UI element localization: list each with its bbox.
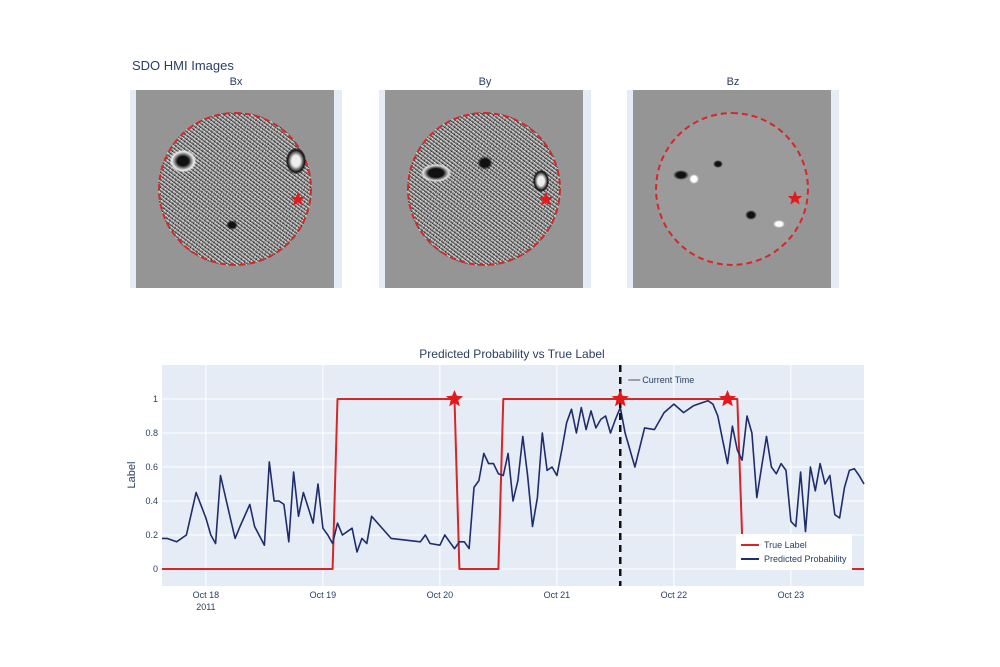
current-time-label: Current Time <box>642 375 694 385</box>
y-tick-label: 0 <box>153 564 158 574</box>
solar-disk <box>407 112 561 266</box>
flare-star-marker <box>290 191 306 206</box>
active-region-spot <box>477 156 493 170</box>
bx-image-panel <box>130 90 342 288</box>
bz-panel-title: Bz <box>726 76 740 88</box>
bx-magnetogram-image <box>136 90 334 288</box>
flare-star-marker <box>538 191 554 206</box>
active-region-spot <box>170 150 196 172</box>
x-tick-year-label: 2011 <box>196 602 215 612</box>
x-tick-label: Oct 18 <box>193 590 220 600</box>
by-image-panel <box>379 90 591 288</box>
flare-star-marker <box>787 190 803 205</box>
solar-disk <box>158 112 312 266</box>
y-tick-label: 0.8 <box>145 428 158 438</box>
active-region-spot <box>773 220 785 228</box>
active-region-spot <box>673 170 689 180</box>
flare-star-marker <box>611 390 629 407</box>
legend: True Label Predicted Probability <box>736 534 852 570</box>
solar-disk <box>655 112 809 266</box>
active-region-spot <box>226 220 238 230</box>
y-tick-label: 0.2 <box>145 530 158 540</box>
flare-star-marker <box>445 390 464 407</box>
bx-panel-title: Bx <box>229 76 243 88</box>
legend-box <box>736 534 852 570</box>
axes: 0 0.2 0.4 0.6 0.8 1 Oct 18 2011 Oct 19 Oct 20 Oct … <box>145 394 804 612</box>
by-magnetogram-image <box>385 90 583 288</box>
x-tick-label: Oct 21 <box>544 590 571 600</box>
y-tick-label: 1 <box>153 394 158 404</box>
markers: Current Time <box>445 365 737 586</box>
bz-image-panel <box>627 90 839 288</box>
y-axis-label: Label <box>126 462 138 489</box>
active-region-spot <box>286 148 306 174</box>
active-region-spot <box>421 164 451 182</box>
images-section-title: SDO HMI Images <box>132 58 234 73</box>
y-tick-label: 0.6 <box>145 462 158 472</box>
active-region-spot <box>713 160 723 168</box>
legend-item-true-label: True Label <box>764 540 807 550</box>
x-tick-label: Oct 23 <box>778 590 805 600</box>
flare-star-marker <box>718 390 737 407</box>
series-line-predicted-probability <box>162 399 865 553</box>
y-tick-label: 0.4 <box>145 496 158 506</box>
legend-item-predicted-probability: Predicted Probability <box>764 554 847 564</box>
active-region-spot <box>533 170 549 192</box>
bz-magnetogram-image <box>633 90 831 288</box>
x-tick-label: Oct 19 <box>310 590 337 600</box>
active-region-spot <box>745 210 757 220</box>
x-tick-label: Oct 22 <box>661 590 688 600</box>
x-tick-label: Oct 20 <box>427 590 454 600</box>
chart-title: Predicted Probability vs True Label <box>419 347 604 361</box>
by-panel-title: By <box>478 76 492 88</box>
active-region-spot <box>689 174 699 184</box>
